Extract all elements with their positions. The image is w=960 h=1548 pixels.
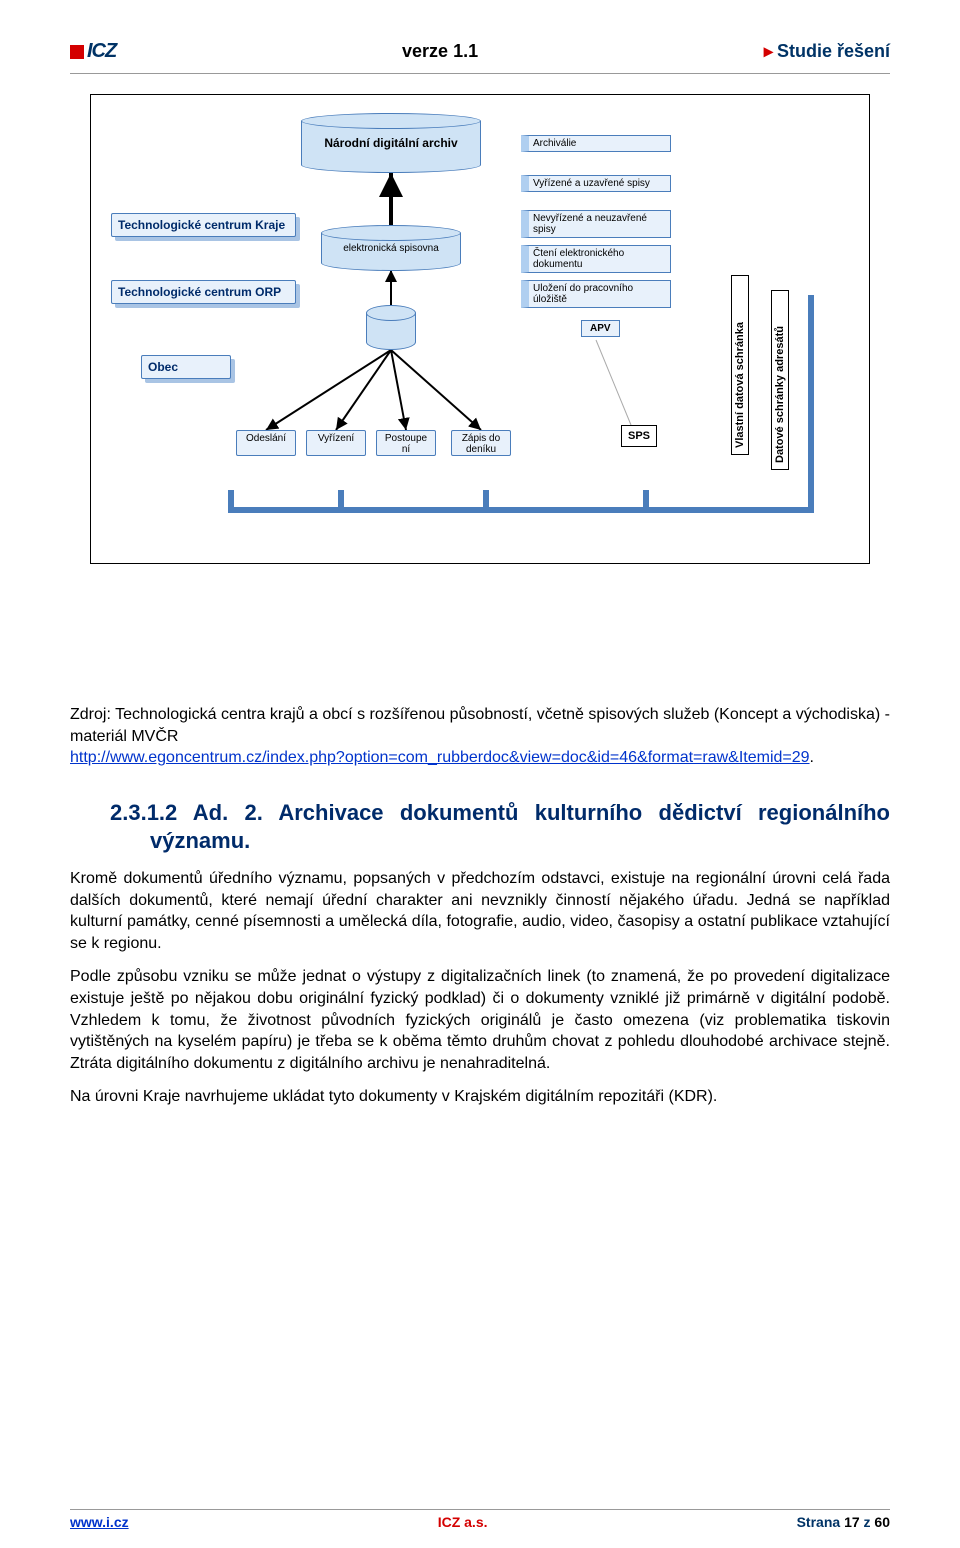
page-footer: www.i.cz ICZ a.s. Strana 17 z 60 (70, 1509, 890, 1530)
step-postoupeni: Postoupe ní (376, 430, 436, 456)
logo: ICZ (70, 40, 116, 63)
source-paragraph: Zdroj: Technologická centra krajů a obcí… (70, 704, 890, 769)
link-period: . (810, 749, 814, 766)
chevron-right-icon: ▸ (764, 41, 773, 61)
header-title: ▸Studie řešení (764, 41, 890, 62)
tc-kraj-box: Technologické centrum Kraje (111, 213, 296, 237)
footer-page-total: 60 (874, 1514, 890, 1530)
info-vyrizene: Vyřízené a uzavřené spisy (521, 175, 671, 192)
source-link[interactable]: http://www.egoncentrum.cz/index.php?opti… (70, 749, 810, 766)
paragraph-1: Kromě dokumentů úředního významu, popsan… (70, 868, 890, 954)
spisovna-cylinder: elektronická spisovna (321, 225, 461, 271)
archive-cylinder: Národní digitální archiv (301, 113, 481, 173)
obec-box: Obec (141, 355, 231, 379)
vert-adresatu: Datové schránky adresátů (771, 290, 789, 470)
info-nevyrizene: Nevyřízené a neuzavřené spisy (521, 210, 671, 238)
footer-page: Strana 17 z 60 (797, 1514, 890, 1530)
source-text: Zdroj: Technologická centra krajů a obcí… (70, 706, 890, 745)
architecture-diagram: Národní digitální archiv elektronická sp… (90, 94, 870, 564)
step-vyrizeni: Vyřízení (306, 430, 366, 456)
page-header: ICZ verze 1.1 ▸Studie řešení (70, 40, 890, 63)
vert-vlastni: Vlastní datová schránka (731, 275, 749, 455)
logo-square-icon (70, 45, 84, 59)
footer-page-current: 17 (844, 1514, 860, 1530)
apv-box: APV (581, 320, 620, 337)
header-version: verze 1.1 (116, 41, 764, 62)
header-divider (70, 73, 890, 74)
header-title-text: Studie řešení (777, 41, 890, 61)
logo-text: ICZ (87, 40, 116, 63)
step-zapis: Zápis do deníku (451, 430, 511, 456)
footer-page-mid: z (860, 1514, 875, 1530)
info-cteni: Čtení elektronického dokumentu (521, 245, 671, 273)
diagram-arrows-icon (91, 95, 871, 565)
section-heading: 2.3.1.2 Ad. 2. Archivace dokumentů kultu… (110, 799, 890, 856)
footer-company: ICZ a.s. (438, 1514, 488, 1530)
body-content: Zdroj: Technologická centra krajů a obcí… (70, 704, 890, 1108)
paragraph-3: Na úrovni Kraje navrhujeme ukládat tyto … (70, 1086, 890, 1108)
sps-box: SPS (621, 425, 657, 447)
storage-cylinder (366, 305, 416, 350)
tc-orp-box: Technologické centrum ORP (111, 280, 296, 304)
spisovna-label: elektronická spisovna (343, 243, 439, 254)
info-ulozeni: Uložení do pracovního úložiště (521, 280, 671, 308)
archive-label: Národní digitální archiv (324, 136, 457, 150)
step-odeslani: Odeslání (236, 430, 296, 456)
paragraph-2: Podle způsobu vzniku se může jednat o vý… (70, 966, 890, 1074)
footer-link[interactable]: www.i.cz (70, 1514, 129, 1530)
footer-divider (70, 1509, 890, 1510)
info-archivalie: Archiválie (521, 135, 671, 152)
footer-page-pre: Strana (797, 1514, 844, 1530)
